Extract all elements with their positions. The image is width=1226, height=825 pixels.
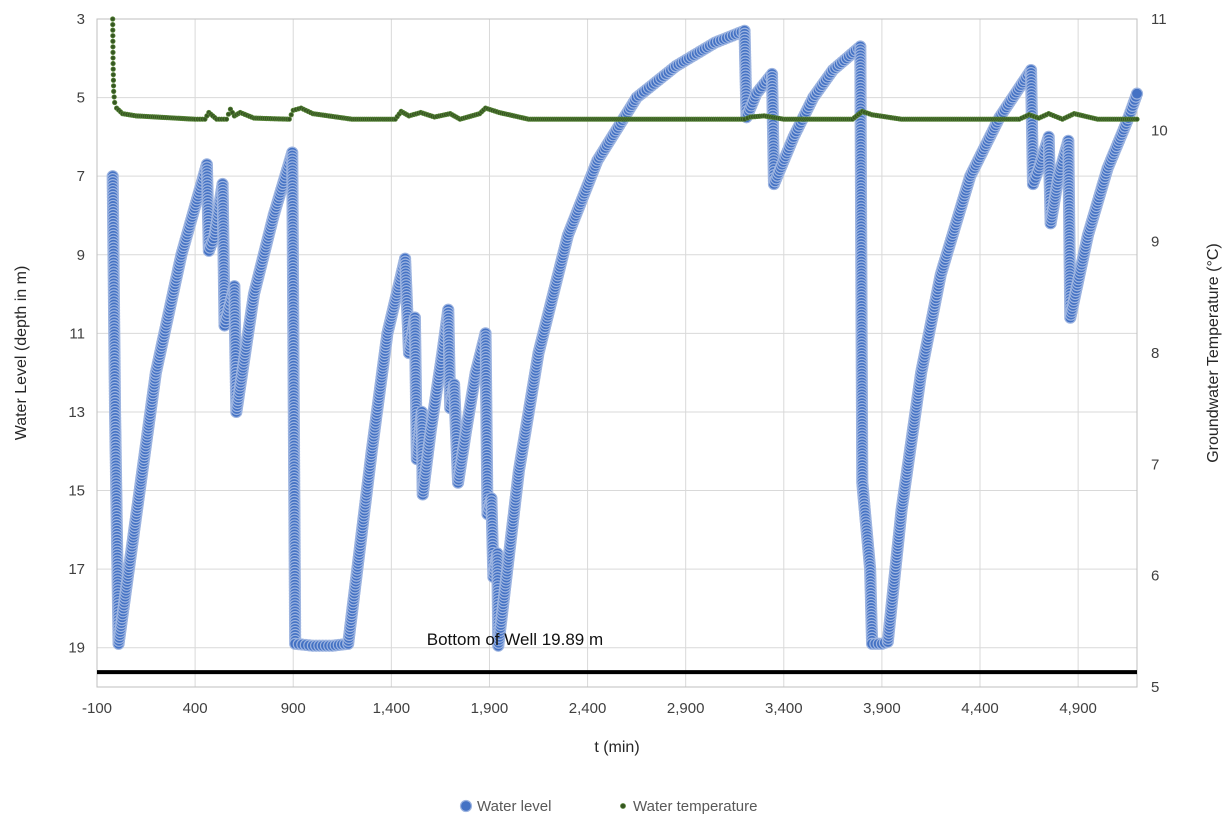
y2-tick-label: 11 (1151, 11, 1167, 28)
x-tick-label: 4,900 (1059, 700, 1097, 717)
y-tick-label: 3 (77, 11, 85, 28)
water-level-point (1130, 87, 1144, 100)
y2-tick-label: 10 (1151, 122, 1168, 139)
tick-labels: -100 400 900 1,400 1,900 2,400 2,900 3,400 3,900… (68, 11, 1167, 717)
y-tick-label: 7 (77, 168, 85, 185)
water-temperature-point (223, 116, 230, 122)
y-tick-label: 15 (68, 483, 85, 500)
y-tick-label: 19 (68, 640, 85, 657)
water-temperature-point (1134, 116, 1140, 122)
legend-marker-water-temperature (620, 803, 626, 809)
water-temperature-point (110, 21, 116, 28)
y-tick-label: 13 (68, 404, 85, 421)
y-tick-label: 5 (77, 90, 85, 107)
water-temperature-point (110, 33, 116, 39)
water-temperature-point (110, 66, 116, 72)
water-temperature-point (110, 49, 116, 56)
legend-label-water-level: Water level (477, 798, 551, 815)
legend-marker-water-level (459, 799, 473, 813)
x-tick-label: 1,400 (373, 700, 411, 717)
y-tick-label: 17 (68, 561, 85, 578)
y-tick-label: 9 (77, 247, 85, 264)
x-tick-label: 900 (281, 700, 306, 717)
bottom-of-well-label: Bottom of Well 19.89 m (427, 630, 603, 649)
legend-label-water-temperature: Water temperature (633, 798, 758, 815)
series-layer (106, 16, 1144, 652)
water-temperature-point (110, 60, 116, 67)
y2-tick-label: 9 (1151, 234, 1159, 251)
x-tick-label: 3,400 (765, 700, 803, 717)
x-tick-label: 1,900 (471, 700, 509, 717)
x-axis-title: t (min) (594, 739, 639, 756)
x-tick-label: 2,900 (667, 700, 705, 717)
x-tick-label: 2,400 (569, 700, 607, 717)
x-tick-label: 4,400 (961, 700, 999, 717)
water-temperature-point (110, 38, 116, 44)
y-axis-title: Water Level (depth in m) (13, 266, 30, 441)
y2-tick-label: 6 (1151, 568, 1159, 585)
water-temperature-point (110, 83, 117, 89)
x-tick-label: 400 (183, 700, 208, 717)
water-temperature-point (110, 16, 116, 22)
water-temperature-point (110, 72, 116, 78)
water-temperature-point (110, 77, 117, 83)
y2-tick-label: 8 (1151, 345, 1159, 362)
series-water-temperature (110, 16, 1140, 122)
water-temperature-point (110, 55, 116, 61)
water-temperature-point (111, 88, 117, 94)
y2-axis-title: Groundwater Temperature (°C) (1205, 243, 1222, 463)
water-temperature-point (110, 44, 116, 50)
water-temperature-point (112, 99, 118, 106)
water-temperature-point (286, 116, 292, 122)
water-temperature-point (111, 94, 117, 100)
x-tick-label: -100 (82, 700, 112, 717)
y-tick-label: 11 (69, 325, 85, 342)
plot-area-border (96, 18, 1138, 688)
legend: Water level Water temperature (459, 798, 758, 815)
y2-tick-label: 5 (1151, 679, 1159, 696)
x-tick-label: 3,900 (863, 700, 901, 717)
water-temperature-point (288, 112, 294, 118)
series-water-level (106, 24, 1144, 652)
y2-tick-label: 7 (1151, 456, 1159, 473)
water-temperature-point (110, 27, 116, 33)
